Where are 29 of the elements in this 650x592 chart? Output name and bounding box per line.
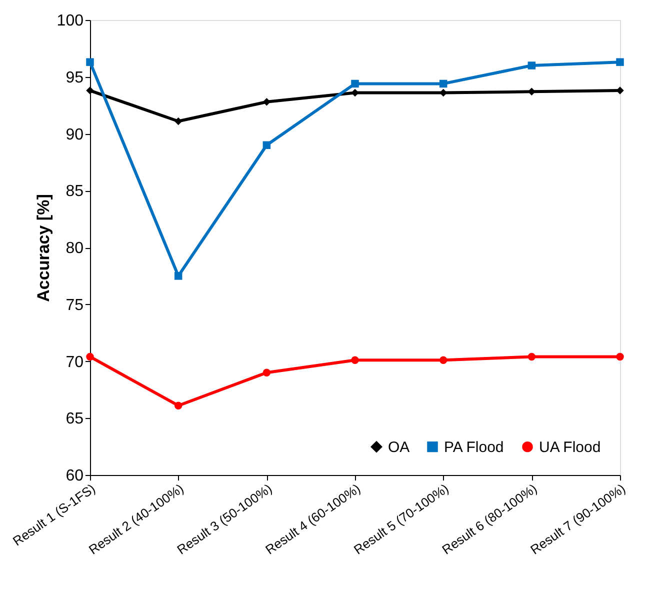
y-tick-label: 60 [66, 468, 84, 484]
y-tick-label: 80 [66, 240, 84, 257]
legend-label: OA [388, 438, 410, 456]
y-tick-label: 85 [66, 183, 84, 200]
point [86, 352, 94, 361]
point [439, 80, 448, 88]
point [351, 356, 359, 364]
point [616, 58, 624, 66]
legend-label: PA Flood [444, 438, 504, 456]
y-tick-label: 95 [66, 69, 84, 86]
point [174, 117, 182, 126]
legend-label: UA Flood [539, 438, 601, 456]
point [86, 86, 94, 94]
y-tick-label: 90 [66, 126, 84, 144]
point [439, 356, 448, 364]
point [616, 352, 624, 361]
y-axis-title: Accuracy [%] [34, 194, 53, 302]
point [528, 62, 536, 70]
y-tick-label: 75 [66, 296, 84, 314]
point [528, 352, 536, 361]
y-tick-label: 100 [56, 12, 84, 30]
point [351, 80, 359, 88]
y-tick-label: 70 [66, 354, 84, 371]
point [86, 58, 94, 66]
point [262, 141, 271, 149]
point [262, 368, 271, 376]
point [174, 272, 182, 280]
y-tick-label: 65 [66, 410, 84, 428]
point [174, 402, 182, 410]
